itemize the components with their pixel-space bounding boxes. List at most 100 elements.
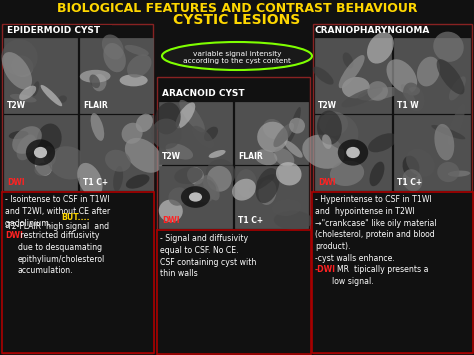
Text: T2W: T2W [318, 101, 337, 110]
Ellipse shape [151, 119, 182, 149]
Ellipse shape [284, 141, 303, 158]
Bar [235, 102, 308, 164]
Bar [157, 77, 310, 355]
Text: T2W: T2W [162, 152, 181, 161]
Ellipse shape [125, 138, 163, 173]
Ellipse shape [32, 81, 39, 96]
Ellipse shape [175, 102, 195, 128]
Ellipse shape [127, 54, 152, 77]
Ellipse shape [322, 134, 332, 149]
Ellipse shape [209, 150, 226, 158]
Ellipse shape [91, 113, 104, 141]
Text: T1 C+: T1 C+ [238, 216, 263, 225]
Ellipse shape [206, 159, 236, 188]
Ellipse shape [207, 166, 232, 192]
Text: ARACNOID CYST: ARACNOID CYST [162, 89, 245, 98]
Text: FLAIR: FLAIR [238, 152, 263, 161]
Ellipse shape [369, 162, 384, 186]
Ellipse shape [192, 126, 214, 148]
Ellipse shape [401, 84, 416, 106]
Ellipse shape [113, 166, 123, 191]
Ellipse shape [58, 95, 67, 103]
Text: DWI: DWI [7, 178, 25, 187]
Ellipse shape [346, 147, 360, 158]
Ellipse shape [122, 123, 143, 144]
Ellipse shape [165, 143, 193, 159]
Ellipse shape [447, 104, 465, 145]
Ellipse shape [330, 161, 364, 186]
Text: CRANIOPHARYNGIOMA: CRANIOPHARYNGIOMA [315, 26, 430, 35]
Bar [159, 102, 232, 164]
Text: BIOLOGICAL FEATURES AND CONTRAST BEHAVIOUR: BIOLOGICAL FEATURES AND CONTRAST BEHAVIO… [57, 2, 417, 15]
Ellipse shape [368, 133, 397, 152]
Ellipse shape [155, 102, 181, 135]
Text: restricted diffusivity
due to desquamating
epithylium/cholesterol
accumulation.: restricted diffusivity due to desquamati… [18, 231, 105, 275]
Ellipse shape [302, 135, 345, 169]
Ellipse shape [9, 131, 28, 139]
Ellipse shape [10, 94, 36, 103]
Bar [313, 24, 472, 353]
Ellipse shape [288, 107, 301, 142]
Ellipse shape [343, 52, 354, 69]
Ellipse shape [386, 59, 417, 93]
Ellipse shape [406, 149, 435, 177]
Bar [235, 166, 308, 228]
Ellipse shape [11, 55, 33, 77]
Ellipse shape [126, 174, 149, 189]
Ellipse shape [168, 187, 188, 206]
Ellipse shape [449, 76, 466, 100]
Ellipse shape [48, 146, 88, 180]
Text: T2W: T2W [7, 101, 26, 110]
Ellipse shape [403, 83, 424, 111]
Ellipse shape [319, 111, 348, 136]
Text: T1 C+: T1 C+ [397, 178, 422, 187]
Ellipse shape [2, 52, 32, 89]
Ellipse shape [249, 174, 275, 192]
Ellipse shape [289, 118, 305, 133]
Ellipse shape [189, 192, 202, 202]
Ellipse shape [255, 149, 277, 165]
Text: variable signal intensity
according to the cyst content: variable signal intensity according to t… [183, 51, 291, 64]
Ellipse shape [341, 87, 383, 107]
Bar [2, 192, 154, 353]
Text: T1 C+: T1 C+ [83, 178, 108, 187]
Ellipse shape [19, 86, 36, 100]
Ellipse shape [179, 100, 205, 132]
Text: MR  tipically presents a
low signal.: MR tipically presents a low signal. [332, 265, 428, 286]
Text: EPIDERMOID CYST: EPIDERMOID CYST [7, 26, 100, 35]
Text: DWI: DWI [318, 178, 336, 187]
Ellipse shape [92, 74, 107, 91]
Ellipse shape [276, 162, 301, 185]
Bar [80, 115, 153, 190]
Ellipse shape [273, 123, 294, 147]
Ellipse shape [77, 163, 102, 197]
Ellipse shape [90, 75, 100, 88]
Ellipse shape [417, 57, 440, 86]
Bar [315, 115, 391, 190]
Text: -T2-FLAIR  high signal  and: -T2-FLAIR high signal and [5, 222, 109, 231]
Ellipse shape [325, 115, 358, 149]
Ellipse shape [105, 150, 131, 172]
Ellipse shape [232, 179, 256, 201]
Text: - Hyperintense to CSF in T1WI
and  hypointense in T2WI
→"crankcase" like oily ma: - Hyperintense to CSF in T1WI and hypoin… [315, 195, 437, 263]
Ellipse shape [34, 147, 47, 158]
Ellipse shape [236, 169, 257, 197]
Ellipse shape [35, 163, 52, 176]
Ellipse shape [43, 146, 56, 166]
Ellipse shape [255, 168, 280, 203]
Ellipse shape [317, 110, 342, 144]
Ellipse shape [35, 154, 52, 176]
Bar [4, 115, 77, 190]
Ellipse shape [274, 148, 294, 167]
Text: DWI: DWI [162, 216, 180, 225]
Bar [315, 38, 391, 113]
Ellipse shape [41, 85, 62, 106]
Bar [394, 38, 470, 113]
Ellipse shape [263, 119, 283, 139]
Ellipse shape [80, 70, 110, 83]
Bar [4, 25, 112, 37]
Ellipse shape [431, 125, 465, 139]
Ellipse shape [338, 140, 368, 166]
Text: FLAIR: FLAIR [83, 101, 108, 110]
Ellipse shape [367, 81, 388, 101]
